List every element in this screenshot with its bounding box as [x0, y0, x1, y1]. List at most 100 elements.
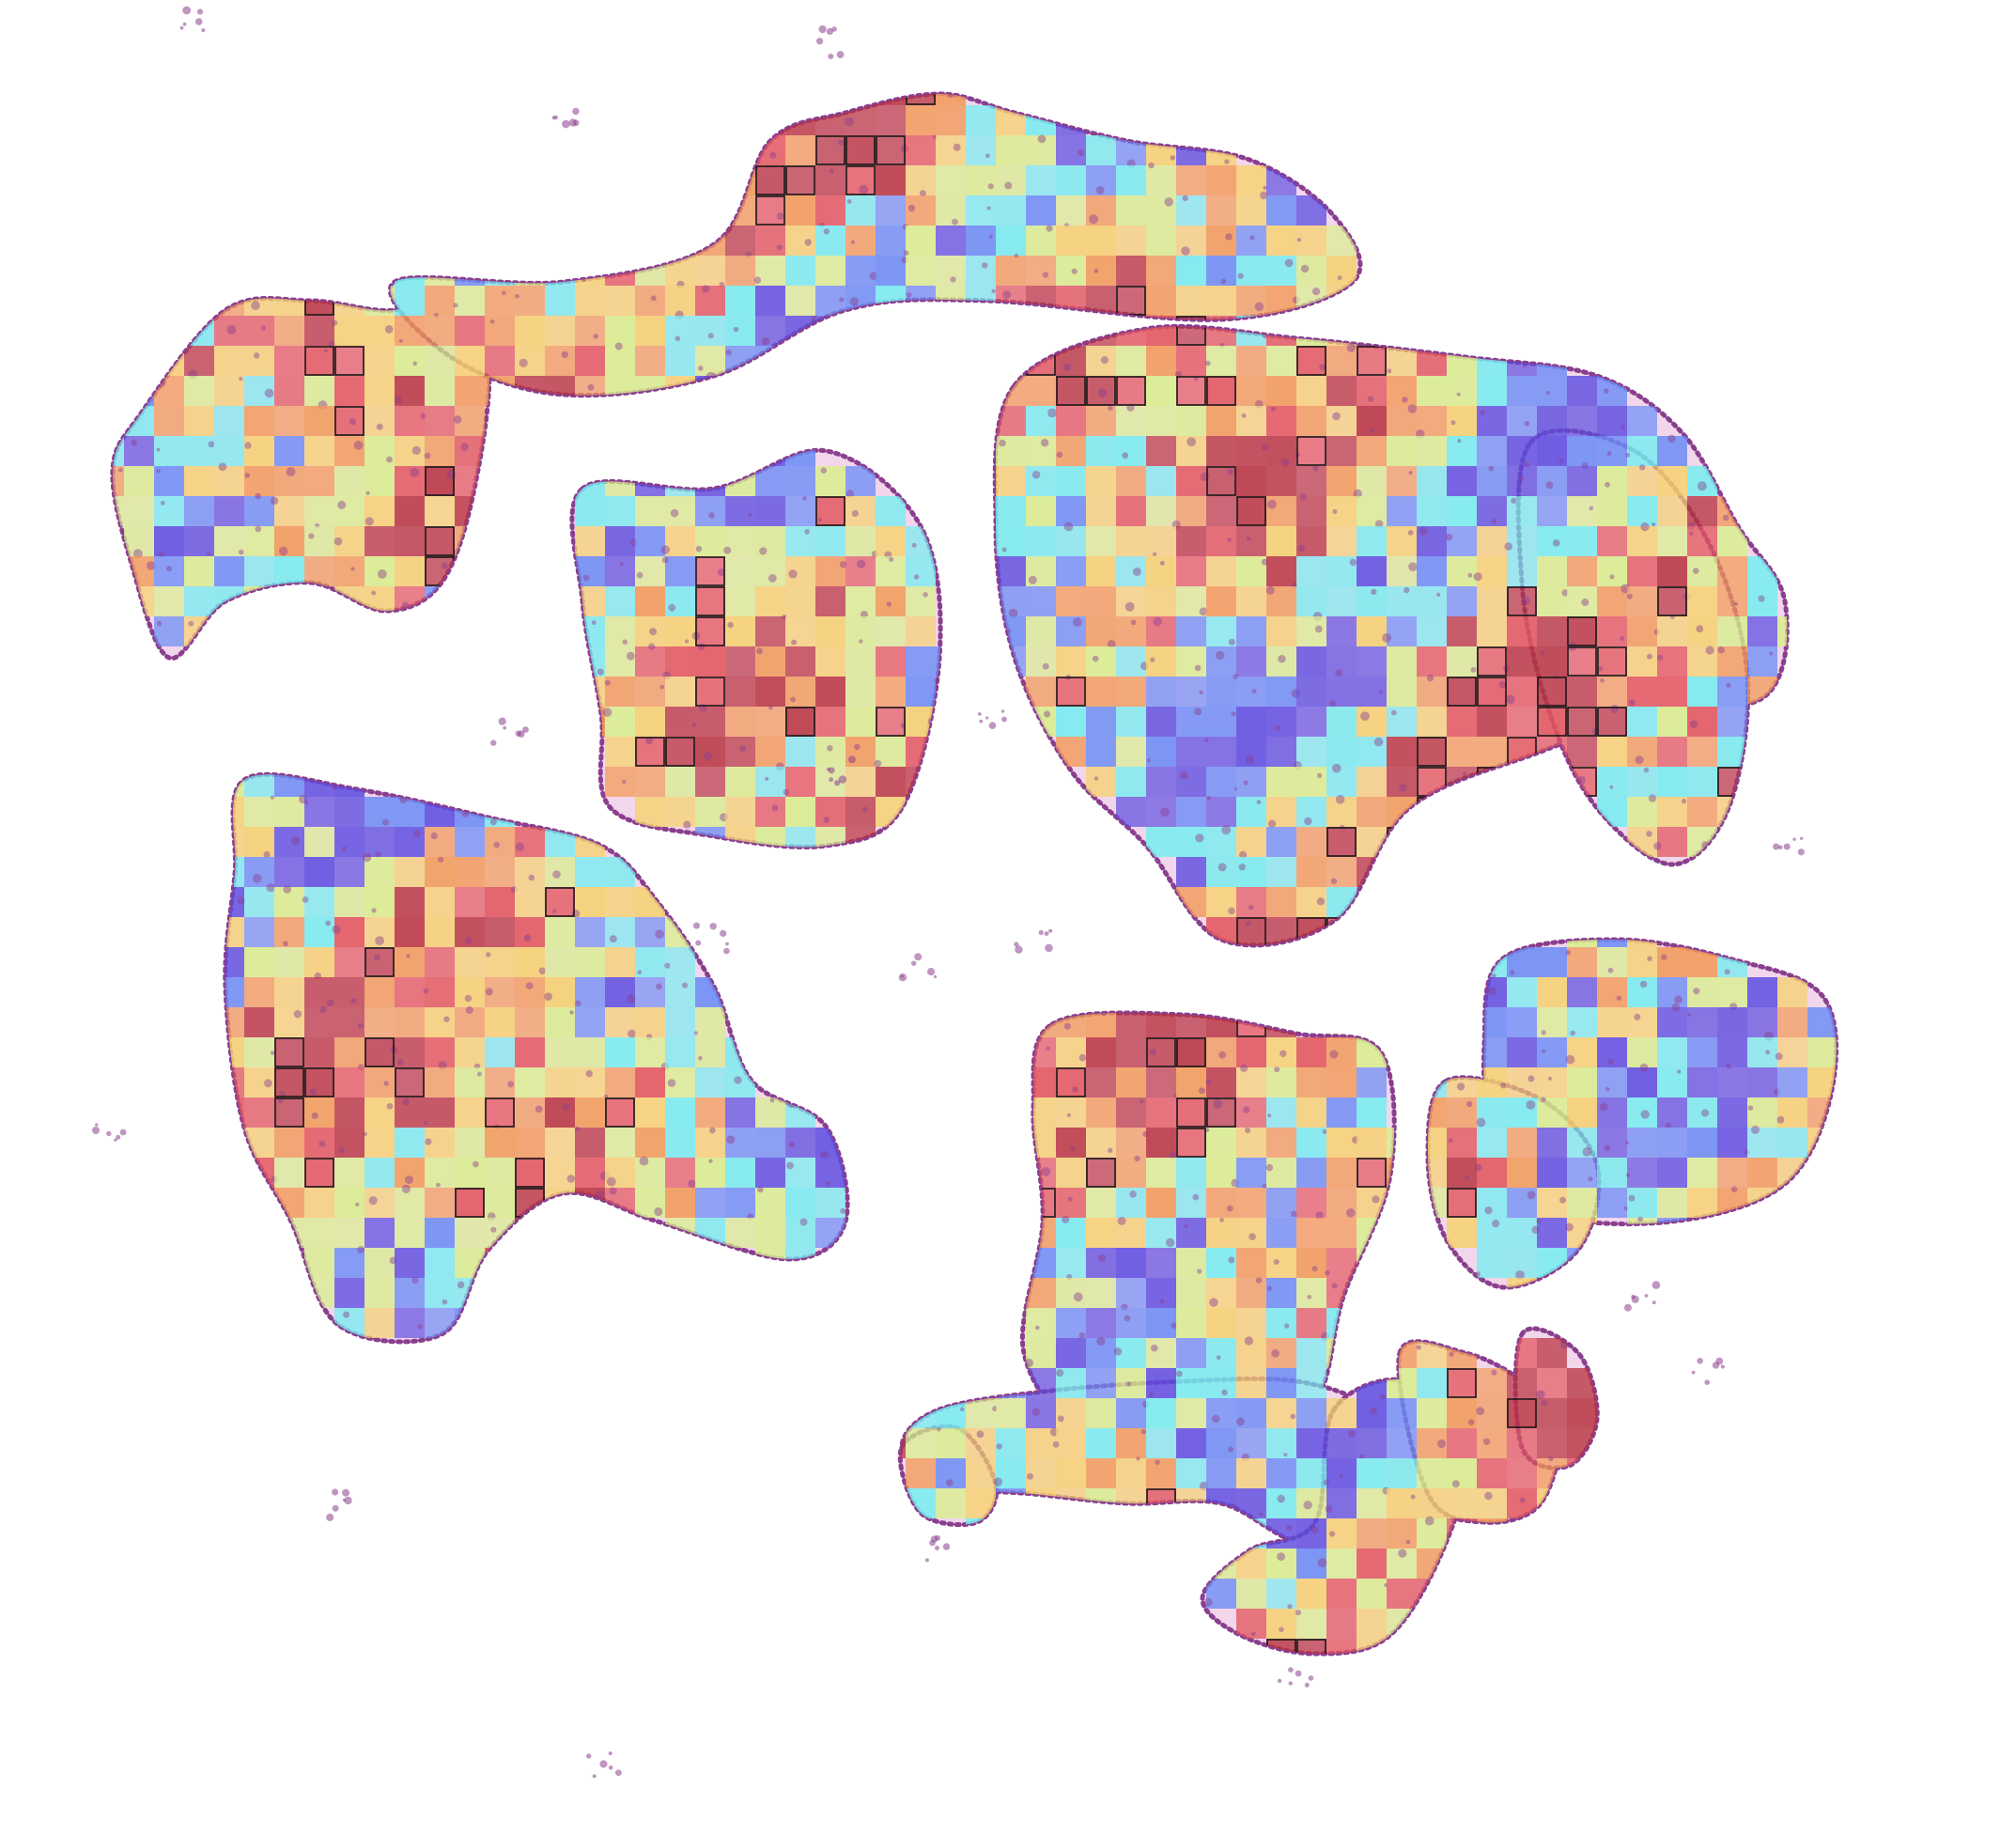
heatmap-tile: [244, 406, 274, 436]
nucleus-dot: [1385, 1356, 1395, 1366]
nucleus-dot: [1639, 464, 1646, 471]
heatmap-tile: [1687, 586, 1717, 616]
nucleus-dot: [1405, 1539, 1411, 1545]
heatmap-tile: [605, 857, 635, 887]
nucleus-dot: [1299, 493, 1307, 500]
heatmap-tile: [1296, 1368, 1326, 1398]
heatmap-tile: [1627, 556, 1657, 586]
heatmap-tile: [244, 1097, 274, 1128]
heatmap-tile: [1296, 496, 1326, 526]
heatmap-tile: [1507, 466, 1537, 496]
nucleus-dot: [188, 620, 194, 627]
heatmap-tile: [1296, 1518, 1326, 1549]
nucleus-dot: [1359, 1454, 1365, 1459]
heatmap-tile: [1236, 1067, 1266, 1097]
nucleus-dot: [1295, 1610, 1301, 1616]
nucleus-dot: [776, 244, 783, 251]
nucleus-dot: [255, 492, 261, 500]
nucleus-dot: [1634, 1013, 1641, 1020]
highlight-tile-box: [1206, 1097, 1236, 1128]
heatmap-tile: [274, 286, 304, 316]
tissue-fragment-dot: [723, 947, 730, 955]
nucleus-dot: [1681, 799, 1687, 804]
nucleus-dot: [510, 1264, 517, 1270]
nucleus-dot: [599, 470, 606, 476]
heatmap-tile: [395, 406, 425, 436]
heatmap-tile: [1357, 677, 1387, 707]
nucleus-dot: [874, 759, 882, 768]
nucleus-dot: [1329, 700, 1336, 707]
nucleus-dot: [1696, 625, 1704, 633]
heatmap-tile: [1417, 797, 1447, 827]
heatmap-tile: [785, 616, 815, 646]
heatmap-tile: [1206, 1579, 1236, 1609]
heatmap-tile: [1417, 646, 1447, 677]
heatmap-tile: [1026, 1158, 1056, 1188]
heatmap-tile: [1447, 1097, 1477, 1128]
heatmap-tile: [334, 556, 364, 586]
nucleus-dot: [283, 941, 288, 947]
nucleus-dot: [357, 1022, 364, 1029]
heatmap-tile: [364, 1248, 395, 1278]
nucleus-dot: [1526, 1100, 1536, 1110]
nucleus-dot: [626, 651, 635, 661]
nucleus-dot: [1528, 1075, 1535, 1082]
heatmap-tile: [695, 556, 725, 586]
heatmap-tile: [1627, 1128, 1657, 1158]
nucleus-dot: [1687, 1012, 1692, 1017]
heatmap-tile: [1507, 436, 1537, 466]
heatmap-tile: [455, 977, 485, 1007]
tissue-fragment-dot: [592, 1774, 597, 1779]
heatmap-tile: [334, 797, 364, 827]
heatmap-tile: [1206, 436, 1236, 466]
nucleus-dot: [1639, 1063, 1649, 1072]
heatmap-tile: [1236, 226, 1266, 256]
nucleus-dot: [263, 850, 271, 859]
highlight-tile-box: [304, 1067, 334, 1097]
heatmap-tile: [815, 797, 845, 827]
heatmap-tile: [1296, 1218, 1326, 1248]
nucleus-dot: [591, 620, 597, 626]
heatmap-tile: [966, 135, 996, 165]
heatmap-tile: [665, 947, 695, 977]
heatmap-tile: [485, 286, 515, 316]
nucleus-dot: [1100, 356, 1109, 365]
highlight-tile-box: [1206, 466, 1236, 496]
heatmap-tile: [1116, 1308, 1146, 1338]
tissue-fragment-dot: [826, 27, 834, 36]
heatmap-tile: [304, 406, 334, 436]
heatmap-tile: [996, 165, 1026, 195]
heatmap-tile: [1236, 1097, 1266, 1128]
heatmap-tile: [1597, 646, 1627, 677]
heatmap-tile: [1567, 1428, 1597, 1458]
nucleus-dot: [332, 319, 338, 326]
nucleus-dot: [602, 708, 613, 717]
heatmap-tile: [1537, 406, 1567, 436]
tissue-fragment-dot: [834, 780, 841, 786]
nucleus-dot: [1199, 690, 1203, 695]
heatmap-tile: [1777, 616, 1807, 646]
nucleus-dot: [377, 569, 387, 579]
heatmap-tile: [1717, 947, 1747, 977]
heatmap-tile: [1417, 436, 1447, 466]
heatmap-tile: [1266, 616, 1296, 646]
heatmap-tile: [455, 1188, 485, 1218]
nucleus-dot: [627, 994, 636, 1004]
heatmap-tile: [1326, 767, 1357, 797]
heatmap-tile: [575, 1037, 605, 1067]
heatmap-tile: [876, 165, 906, 195]
nucleus-dot: [1656, 654, 1664, 661]
heatmap-tile: [605, 1037, 635, 1067]
heatmap-tile: [1627, 797, 1657, 827]
nucleus-dot: [654, 1206, 663, 1217]
nucleus-dot: [739, 745, 747, 753]
nucleus-dot: [1205, 1079, 1212, 1085]
heatmap-tile: [1447, 677, 1477, 707]
nucleus-dot: [1769, 651, 1774, 656]
tissue-fragment-dot: [1014, 942, 1019, 947]
heatmap-tile: [785, 707, 815, 737]
heatmap-tile: [1206, 526, 1236, 556]
heatmap-tile: [996, 1398, 1026, 1428]
nucleus-dot: [473, 1160, 479, 1168]
heatmap-tile: [1477, 376, 1507, 406]
